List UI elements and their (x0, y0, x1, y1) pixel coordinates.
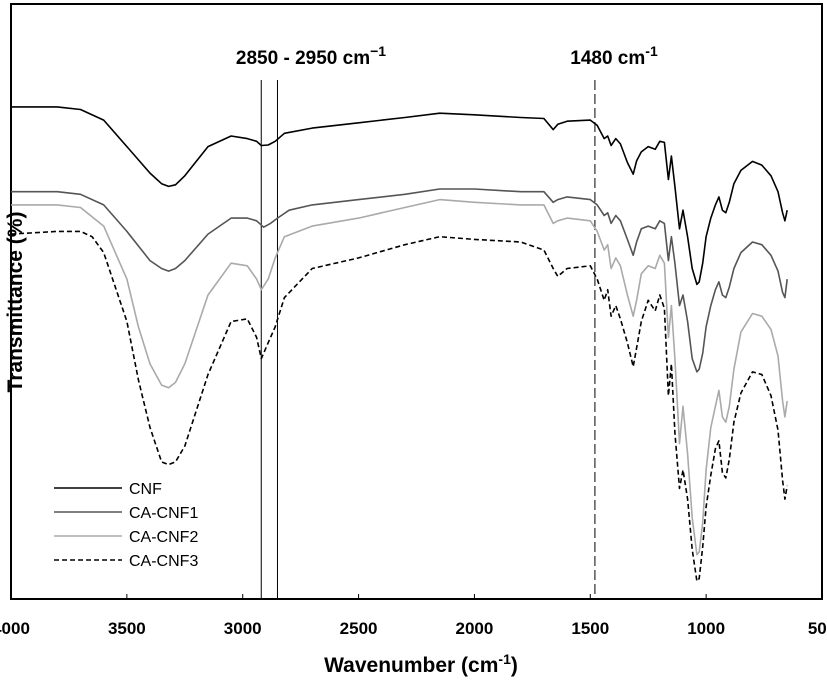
series-layer (10, 106, 788, 582)
legend: CNF CA-CNF1 CA-CNF2 CA-CNF3 (54, 481, 198, 570)
series-line-ca-cnf1 (11, 188, 788, 373)
x-axis-title-close: ) (511, 654, 518, 677)
x-axis-ticks: 4000 3500 3000 2500 2000 1500 1000 500 (0, 594, 827, 638)
x-tick-label: 500 (808, 619, 827, 638)
x-axis-title-sup: -1 (498, 651, 511, 667)
legend-label: CA-CNF2 (129, 529, 198, 546)
x-tick-label: 3000 (224, 619, 262, 638)
legend-label: CNF (129, 481, 162, 498)
legend-label: CA-CNF1 (129, 505, 198, 522)
annotation-band-2850-2950: 2850 - 2950 cm−1 (236, 43, 386, 69)
x-tick-label: 2500 (340, 619, 378, 638)
x-tick-label: 1500 (571, 619, 609, 638)
x-axis-title: Wavenumber (cm-1) (324, 651, 518, 677)
series-line-ca-cnf2 (11, 198, 788, 556)
x-tick-label: 4000 (0, 619, 30, 638)
x-axis-title-text: Wavenumber (cm (324, 654, 498, 677)
legend-label: CA-CNF3 (129, 553, 198, 570)
x-tick-label: 2000 (456, 619, 494, 638)
series-line-cnf (11, 106, 788, 286)
series-line-ca-cnf3 (10, 230, 788, 582)
y-axis-title: Transmittance (%) (4, 212, 27, 393)
plot-frame (10, 3, 823, 600)
annotation-band-1480: 1480 cm-1 (570, 43, 658, 69)
annotation-band-2850-2950-text: 2850 - 2950 cm (236, 48, 370, 69)
annotation-band-1480-sup: -1 (645, 43, 658, 59)
x-tick-label: 3500 (108, 619, 146, 638)
annotation-band-1480-text: 1480 cm (570, 48, 645, 69)
annotation-band-2850-2950-sup: −1 (370, 43, 386, 59)
x-tick-label: 1000 (687, 619, 725, 638)
reference-lines (260, 80, 596, 599)
